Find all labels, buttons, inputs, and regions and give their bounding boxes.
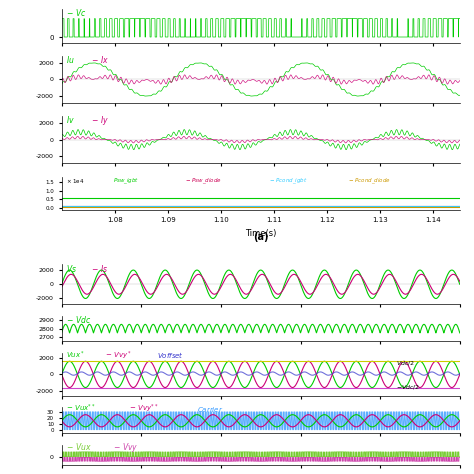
X-axis label: Time(s): Time(s) xyxy=(245,229,276,238)
Text: $Iu$: $Iu$ xyxy=(65,55,74,65)
Text: (a): (a) xyxy=(253,232,268,242)
Text: $-$ $Vc$: $-$ $Vc$ xyxy=(65,7,86,18)
Text: $-$ $Vvy$: $-$ $Vvy$ xyxy=(113,441,139,454)
Text: $Psw\_igbt$: $Psw\_igbt$ xyxy=(113,177,140,186)
Text: $-$ $Is$: $-$ $Is$ xyxy=(90,263,109,273)
Text: $\times$ 1e4: $\times$ 1e4 xyxy=(65,176,84,184)
Text: $-$ $Pcond\_diode$: $-$ $Pcond\_diode$ xyxy=(348,177,391,186)
Text: $-$ $Vvy^{**}$: $-$ $Vvy^{**}$ xyxy=(129,403,159,416)
Text: $Iv$: $Iv$ xyxy=(65,114,74,126)
Text: $-$ $Vux^{**}$: $-$ $Vux^{**}$ xyxy=(65,403,95,414)
Text: $-$ $Vux$: $-$ $Vux$ xyxy=(65,441,91,452)
Text: $-$ $Psw\_diode$: $-$ $Psw\_diode$ xyxy=(185,177,222,186)
Text: $Carrier$: $Carrier$ xyxy=(197,405,223,414)
Text: $Vdc/2$: $Vdc/2$ xyxy=(396,359,415,367)
Text: $-$ $Vdc$: $-$ $Vdc$ xyxy=(65,314,91,325)
Text: $Vs$: $Vs$ xyxy=(65,263,77,273)
Text: $-$ $Vvy^*$: $-$ $Vvy^*$ xyxy=(105,349,132,362)
Text: $Vux^*$: $Vux^*$ xyxy=(65,349,84,361)
Text: $-$ $Ix$: $-$ $Ix$ xyxy=(90,55,110,65)
Text: $-$ $Iy$: $-$ $Iy$ xyxy=(90,114,110,128)
Text: $-Vdc/2$: $-Vdc/2$ xyxy=(396,383,420,391)
Text: $Voffset$: $Voffset$ xyxy=(157,350,184,360)
Text: $-$ $Pcond\_igbt$: $-$ $Pcond\_igbt$ xyxy=(269,177,308,186)
